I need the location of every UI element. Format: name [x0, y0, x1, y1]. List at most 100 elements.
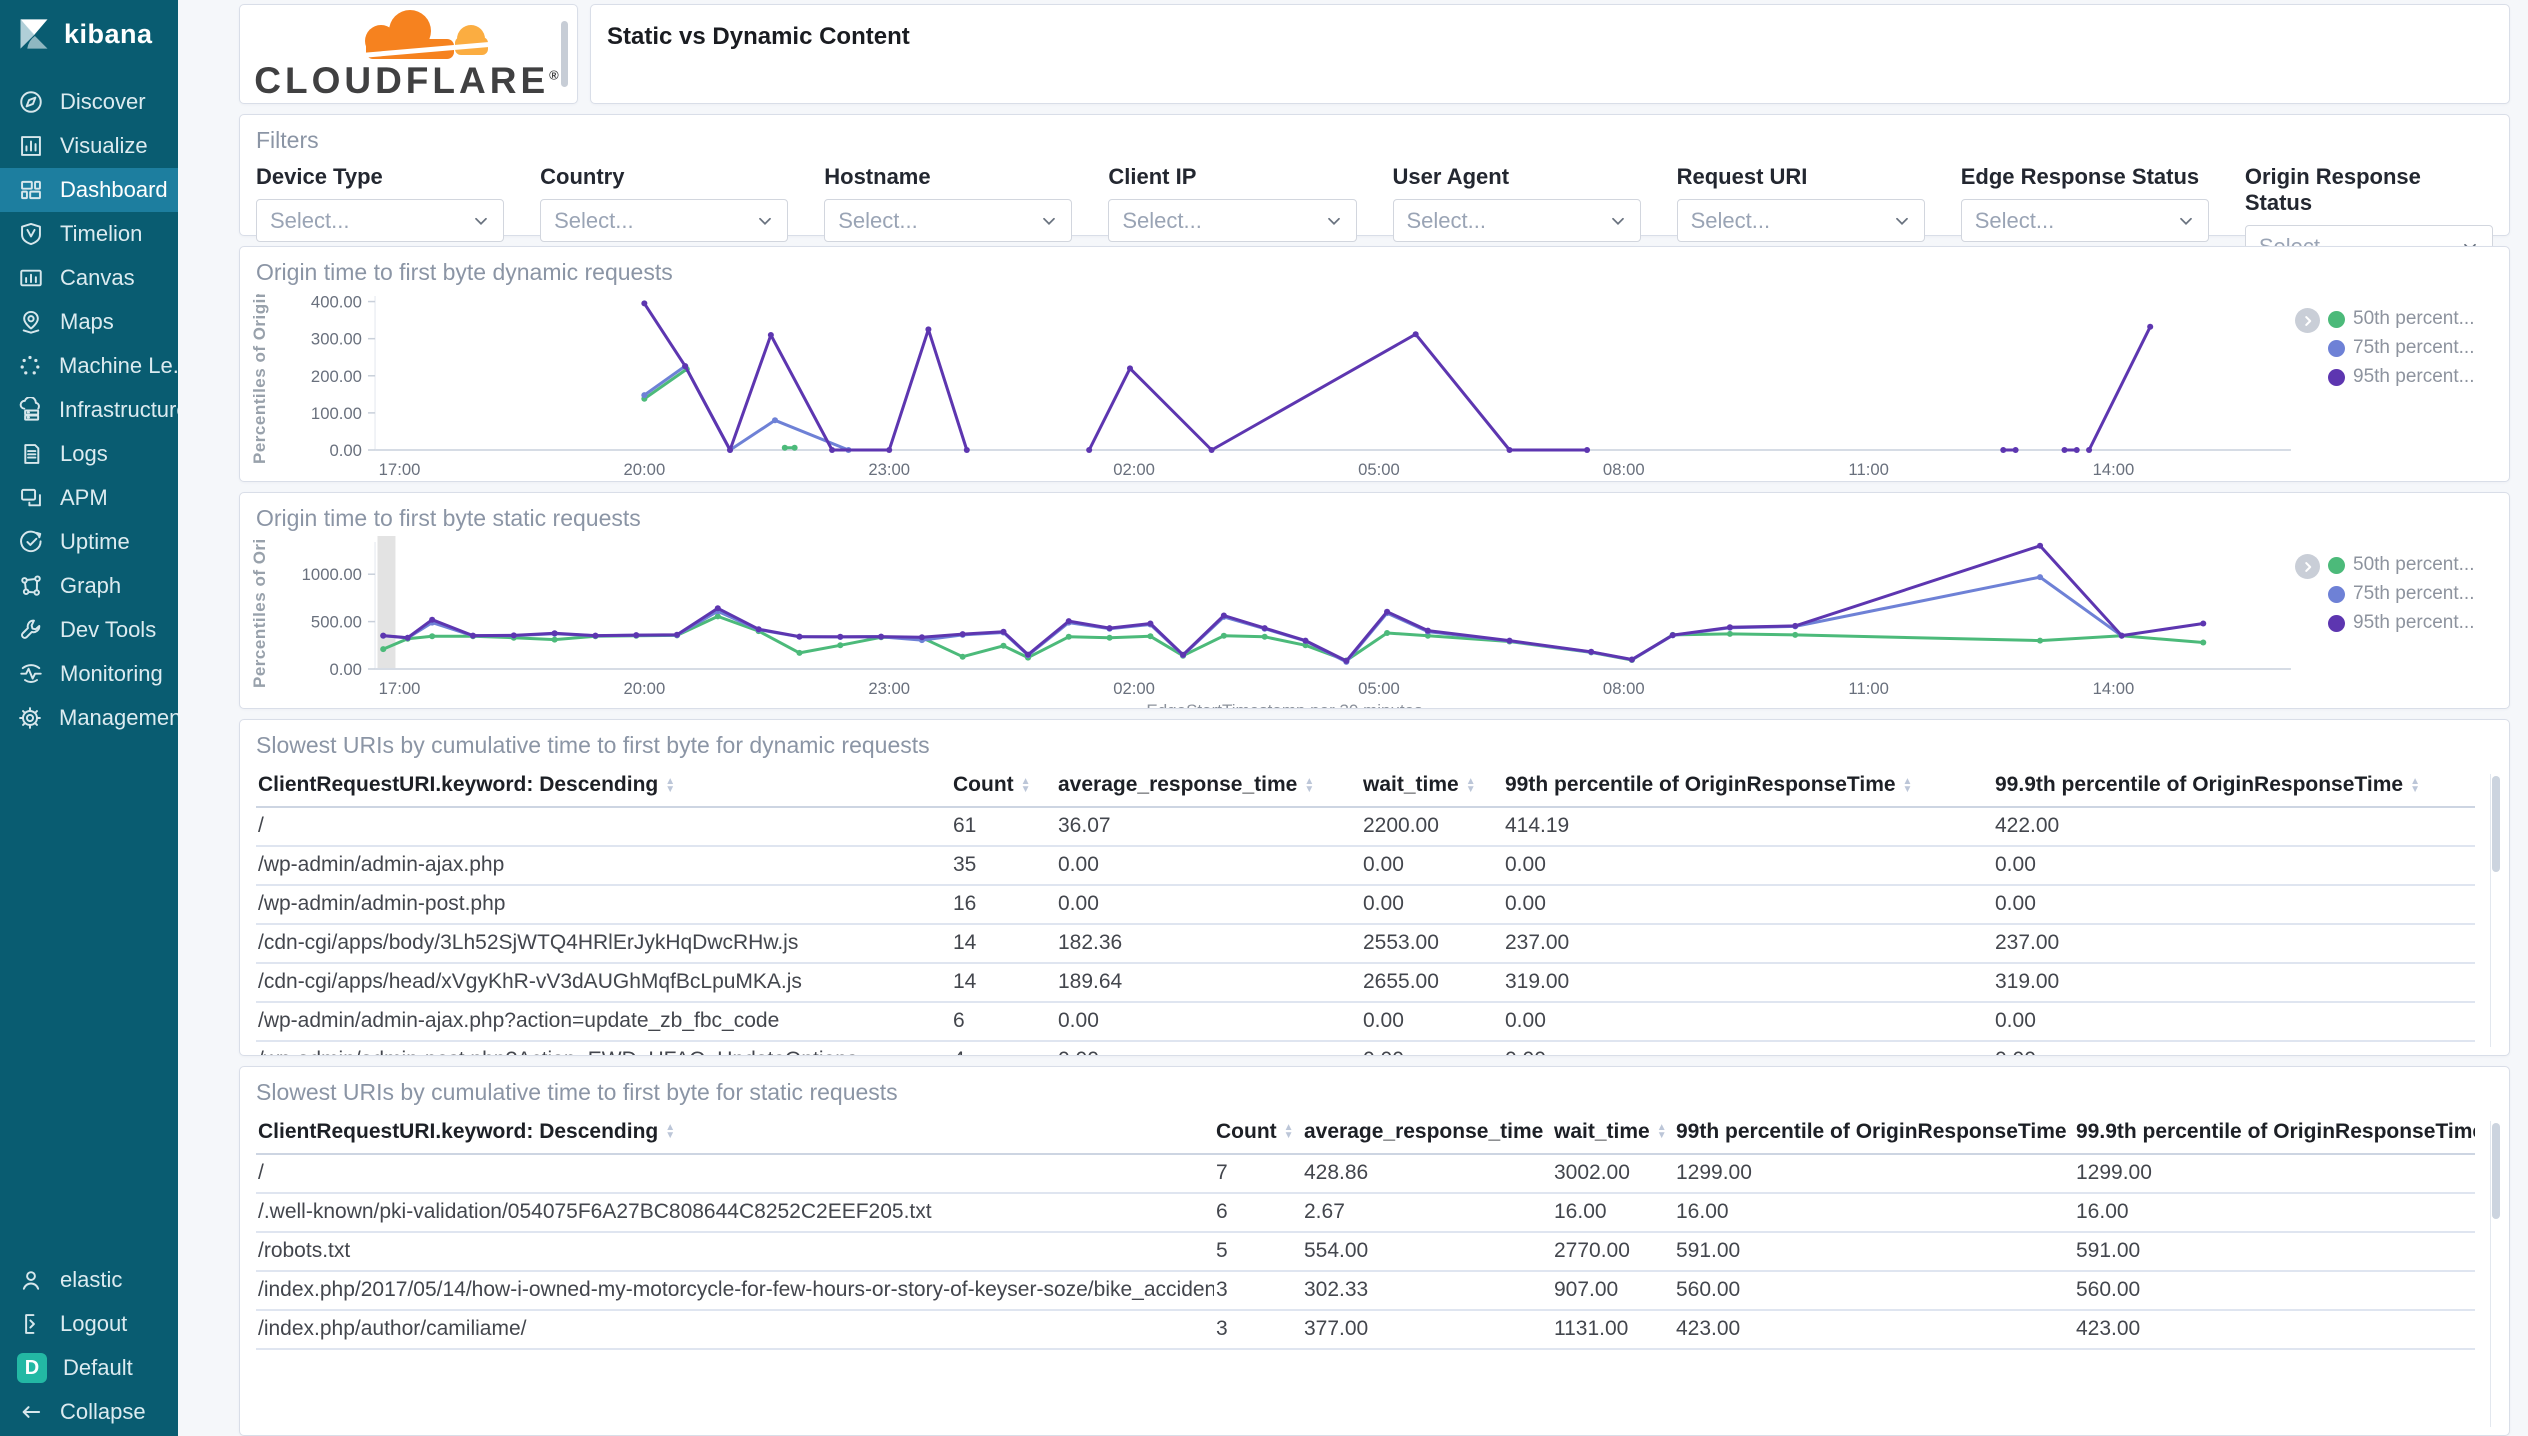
value-cell: 6 — [951, 1002, 1056, 1043]
sort-icon: ▲▼ — [1656, 1122, 1667, 1142]
svg-text:0.00: 0.00 — [329, 660, 361, 679]
data-point — [2061, 447, 2068, 453]
svg-text:400.00: 400.00 — [311, 293, 362, 312]
sidebar-item-management[interactable]: Management — [0, 696, 178, 740]
x-axis-title: EdgeStartTimestamp per 30 minutes — [274, 701, 2295, 708]
data-point — [781, 444, 788, 451]
data-point — [380, 632, 387, 639]
value-cell: 189.64 — [1056, 963, 1361, 1004]
data-point — [1025, 651, 1032, 658]
sidebar-item-uptime[interactable]: Uptime — [0, 520, 178, 564]
chart-legend: 50th percent... 75th percent... 95th perce… — [2295, 288, 2503, 481]
scrollbar-thumb[interactable] — [2492, 1122, 2500, 1219]
data-point — [673, 631, 681, 638]
sidebar-item-label: Visualize — [60, 133, 148, 158]
filter-select-request-uri[interactable]: Select... — [1676, 199, 1925, 242]
legend-item-95th-percent[interactable]: 95th percent... — [2328, 612, 2474, 634]
filter-select-device-type[interactable]: Select... — [256, 199, 505, 242]
sidebar-item-logout[interactable]: Logout — [0, 1302, 178, 1346]
column-header-99th-percentile-of-originresponsetime[interactable]: 99th percentile of OriginResponseTime▲▼ — [1674, 1111, 2074, 1155]
user-icon — [17, 1267, 44, 1294]
sidebar-item-dev-tools[interactable]: Dev Tools — [0, 608, 178, 652]
uri-cell: /wp-admin/admin-ajax.php?action=update_z… — [256, 1002, 951, 1043]
data-point — [1106, 625, 1113, 632]
scrollbar-track[interactable] — [2490, 1120, 2501, 1427]
sidebar-item-label: Management — [59, 705, 178, 730]
data-point — [767, 332, 774, 338]
sidebar-item-maps[interactable]: Maps — [0, 300, 178, 344]
legend-toggle-icon[interactable] — [2295, 554, 2320, 580]
series-line — [1087, 332, 1589, 452]
sidebar-item-monitoring[interactable]: Monitoring — [0, 652, 178, 696]
data-point — [755, 626, 762, 633]
column-header-99-9th-percentile-of-originresponsetime[interactable]: 99.9th percentile of OriginResponseTime▲… — [2074, 1111, 2475, 1155]
value-cell: 7 — [1214, 1153, 1302, 1194]
legend-item-50th-percent[interactable]: 50th percent... — [2328, 554, 2474, 576]
column-header-wait-time[interactable]: wait_time ▲ ▼ — [1552, 1111, 1674, 1155]
scrollbar[interactable] — [561, 21, 568, 87]
scrollbar-track[interactable] — [2490, 774, 2501, 1047]
value-cell: 3 — [1214, 1309, 1302, 1350]
sort-icon: ▲▼ — [2410, 775, 2420, 795]
filter-select-edge-response-status[interactable]: Select... — [1960, 199, 2209, 242]
legend-label: 50th percent... — [2353, 554, 2475, 576]
column-header-count[interactable]: Count ▲ ▼ — [1214, 1111, 1302, 1155]
sidebar-item-graph[interactable]: Graph — [0, 564, 178, 608]
sidebar-item-timelion[interactable]: Timelion — [0, 212, 178, 256]
kibana-logo-icon — [16, 16, 52, 52]
column-header-99th-percentile-of-originresponsetime[interactable]: 99th percentile of OriginResponseTime▲▼ — [1503, 765, 1993, 809]
value-cell: 2770.00 — [1552, 1231, 1674, 1272]
filter-label: Client IP — [1108, 164, 1197, 189]
column-header-clientrequesturi-keyword-descending[interactable]: ClientRequestURI.keyword: Descending ▲ ▼ — [256, 1111, 1214, 1155]
legend-item-95th-percent[interactable]: 95th percent... — [2328, 366, 2474, 388]
sidebar-item-visualize[interactable]: Visualize — [0, 124, 178, 168]
sidebar-item-label: APM — [60, 485, 108, 510]
sidebar-item-elastic[interactable]: elastic — [0, 1258, 178, 1302]
value-cell: 560.00 — [1674, 1270, 2074, 1311]
column-header-count[interactable]: Count ▲ ▼ — [951, 765, 1056, 809]
scrollbar-thumb[interactable] — [2492, 776, 2500, 873]
svg-text:05:00: 05:00 — [1358, 460, 1400, 479]
column-header-wait-time[interactable]: wait_time ▲ ▼ — [1361, 765, 1503, 809]
table-panel-dynamic: Slowest URIs by cumulative time to first… — [239, 719, 2510, 1056]
legend-toggle-icon[interactable] — [2295, 308, 2320, 333]
column-header-99-9th-percentile-of-originresponsetime[interactable]: 99.9th percentile of OriginResponseTime▲… — [1993, 765, 2475, 809]
legend-item-50th-percent[interactable]: 50th percent... — [2328, 308, 2474, 330]
table-row: /index.php/author/camiliame/3 377.00 1131.… — [256, 1309, 2475, 1350]
svg-text:17:00: 17:00 — [379, 460, 421, 479]
value-cell: 14 — [951, 963, 1056, 1004]
legend-item-75th-percent[interactable]: 75th percent... — [2328, 583, 2474, 605]
filter-select-country[interactable]: Select... — [540, 199, 789, 242]
kibana-logo[interactable]: kibana — [0, 0, 178, 66]
sidebar-item-label: Timelion — [60, 221, 143, 246]
chevron-down-icon — [471, 211, 491, 231]
uri-cell: /wp-admin/admin-ajax.php — [256, 846, 951, 887]
sidebar-item-default[interactable]: D Default — [0, 1346, 178, 1390]
sidebar-item-dashboard[interactable]: Dashboard — [0, 168, 178, 212]
sidebar-item-collapse[interactable]: Collapse — [0, 1390, 178, 1434]
filter-country: Country Select... — [540, 164, 789, 268]
filter-select-user-agent[interactable]: Select... — [1392, 199, 1641, 242]
sidebar-item-apm[interactable]: APM — [0, 476, 178, 520]
data-point — [771, 417, 779, 424]
uri-cell: /cdn-cgi/apps/head/xVgyKhR-vV3dAUGhMqfBc… — [256, 963, 951, 1004]
sidebar-nav: Discover Visualize Dashboard Timelion Canvas… — [0, 80, 178, 740]
sidebar-item-discover[interactable]: Discover — [0, 80, 178, 124]
sidebar-item-logs[interactable]: Logs — [0, 432, 178, 476]
column-header-clientrequesturi-keyword-descending[interactable]: ClientRequestURI.keyword: Descending ▲ ▼ — [256, 765, 951, 809]
chart-body: Percentiles of OriginResponseTi... 0.00 1… — [240, 286, 2509, 481]
filter-select-hostname[interactable]: Select... — [824, 199, 1073, 242]
sidebar-item-infrastructure[interactable]: Infrastructure — [0, 388, 178, 432]
column-header-average-response-time[interactable]: average_response_time▲▼ — [1302, 1111, 1552, 1155]
filter-select-client-ip[interactable]: Select... — [1108, 199, 1357, 242]
sidebar-item-canvas[interactable]: Canvas — [0, 256, 178, 300]
data-point — [1000, 629, 1007, 636]
y-axis-title: Percentiles of OriginResponseTi... — [250, 294, 269, 464]
column-header-average-response-time[interactable]: average_response_time▲▼ — [1056, 765, 1361, 809]
chevron-down-icon — [2176, 211, 2196, 231]
sidebar-item-machine-le[interactable]: Machine Le... — [0, 344, 178, 388]
chevron-down-icon — [755, 211, 775, 231]
legend-item-75th-percent[interactable]: 75th percent... — [2328, 337, 2474, 359]
value-cell: 0.00 — [1056, 1002, 1361, 1043]
sidebar-item-label: Dev Tools — [60, 617, 157, 642]
